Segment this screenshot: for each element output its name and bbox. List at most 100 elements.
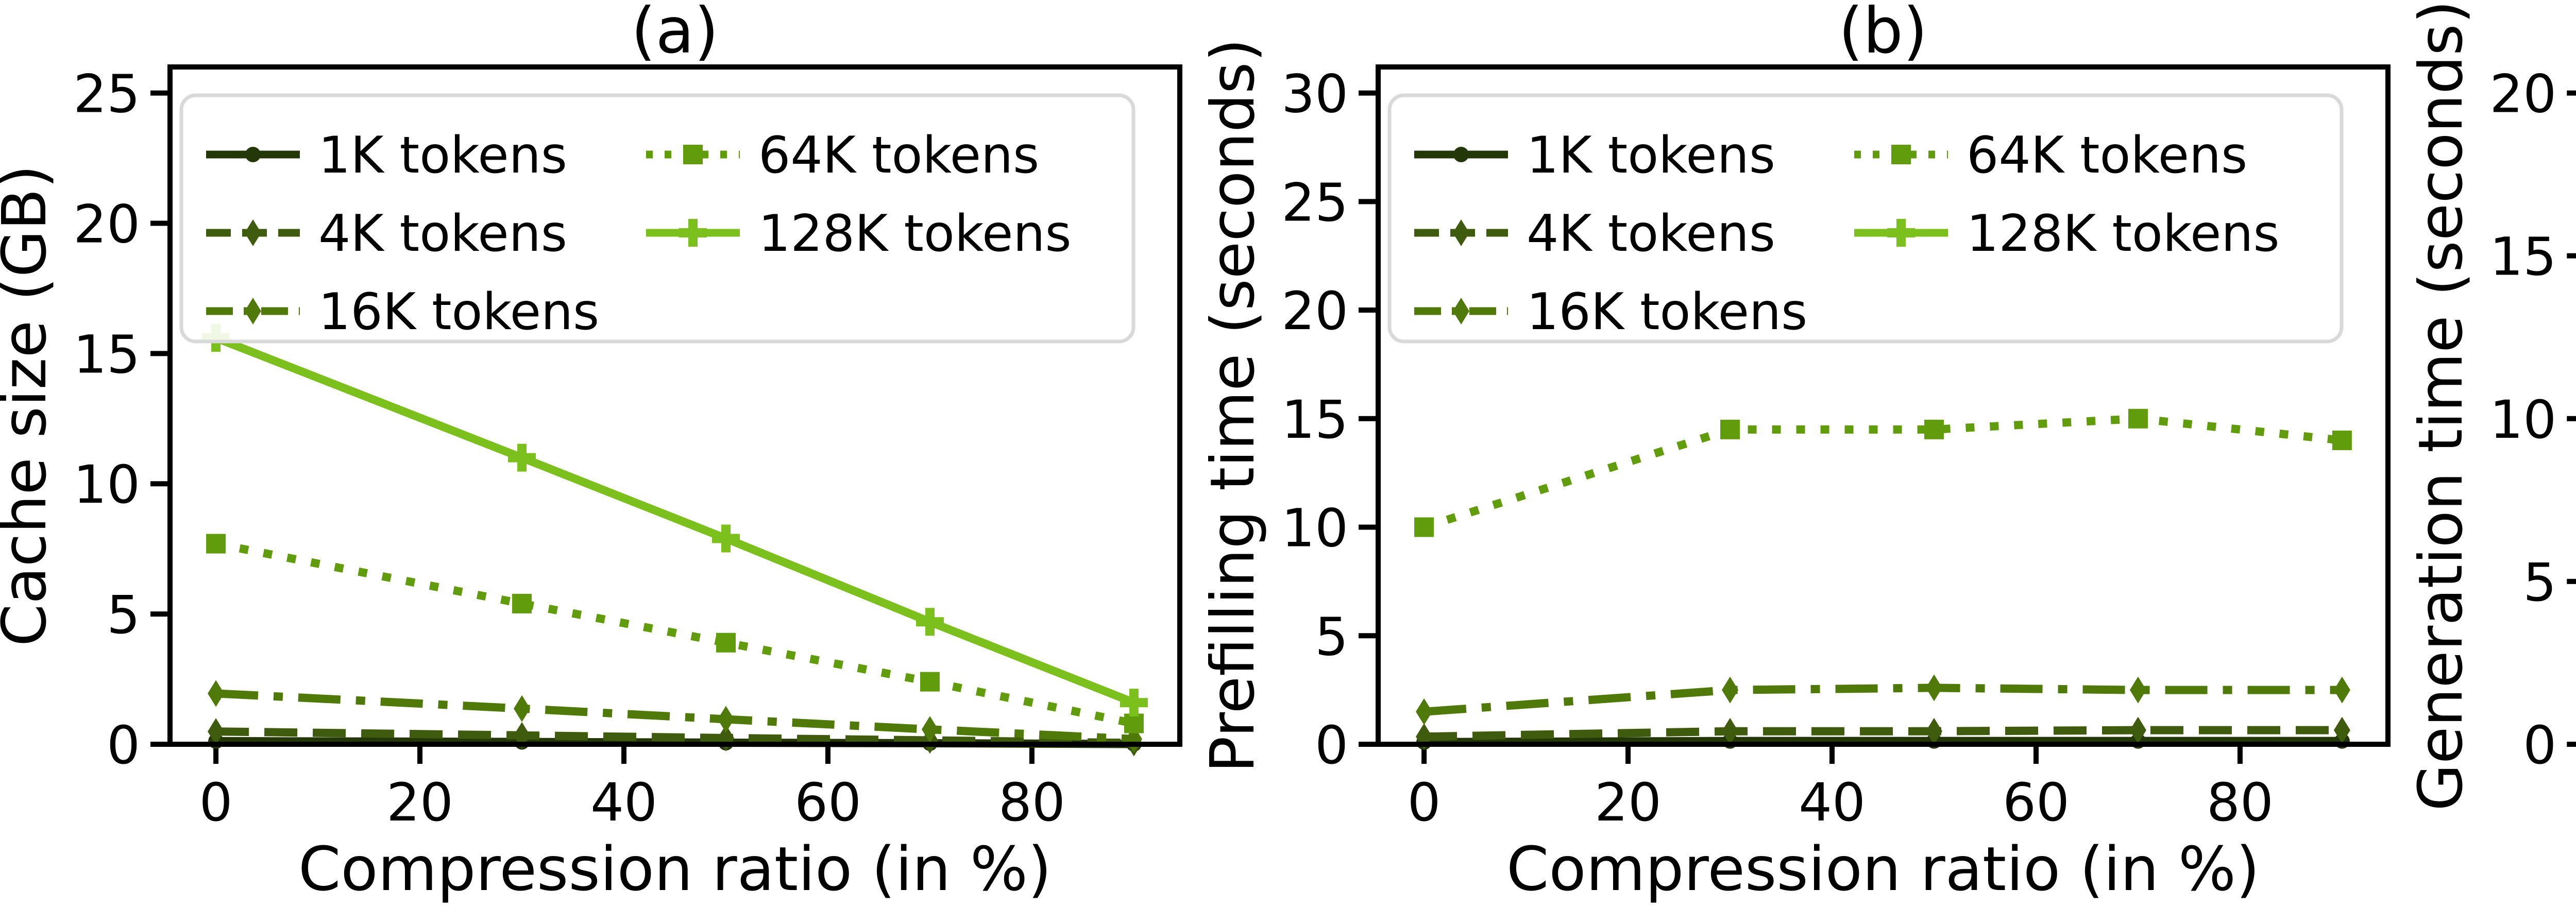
chart-b-canvas: (b) Compression ratio (in %) Prefilling ti… [1208, 0, 2391, 904]
series-marker-16k-tokens [921, 716, 938, 743]
x-tick-label: 0 [199, 772, 233, 833]
legend-sample-marker-128k-tokens [1887, 219, 1915, 247]
plot-area-border [1376, 64, 2391, 747]
legend-label: 64K tokens [1967, 126, 2247, 185]
legend-label: 4K tokens [318, 204, 567, 263]
legend-sample-marker-16k-tokens [1453, 298, 1469, 324]
legend-label: 64K tokens [758, 126, 1039, 185]
series-marker-64k-tokens [1124, 713, 1144, 733]
y-tick-label: 10 [1281, 498, 1348, 559]
y-tick-label: 20 [1281, 281, 1348, 342]
series-line-16k-tokens [215, 689, 1134, 743]
y-tick-label: 0 [107, 715, 140, 776]
x-axis-label: Compression ratio (in %) [298, 833, 1052, 904]
x-tick-label: 0 [1408, 772, 1441, 833]
legend-sample-marker-64k-tokens [1891, 145, 1911, 164]
y-tick-label: 20 [73, 194, 140, 255]
chart-panel-b: (b) Compression ratio (in %) Prefilling ti… [1208, 0, 2416, 906]
legend-box [1387, 93, 2344, 344]
series-marker-64k-tokens [2332, 430, 2352, 450]
plot-area-border [167, 64, 1182, 747]
y-tick-label: 0 [2523, 715, 2556, 776]
series-marker-4k-tokens [208, 718, 225, 745]
y-tick-label: 0 [1315, 715, 1348, 776]
chart-a-canvas: (a) Compression ratio (in %) Cache size (G… [0, 0, 1182, 904]
series-marker-16k-tokens [1722, 676, 1739, 704]
y-tick-label: 15 [73, 324, 140, 385]
series-line-64k-tokens [215, 539, 1135, 728]
series-marker-64k-tokens [1414, 517, 1434, 537]
x-axis-label: Compression ratio (in %) [1506, 833, 2260, 904]
y-axis-label: Cache size (GB) [0, 165, 60, 646]
series-marker-16k-tokens [2333, 676, 2350, 704]
y-tick-label: 10 [2489, 389, 2556, 451]
legend-label: 128K tokens [1967, 204, 2280, 263]
x-tick-label: 40 [1799, 772, 1866, 833]
y-tick-label: 25 [1281, 172, 1348, 233]
x-tick-label: 80 [998, 772, 1065, 833]
series-marker-16k-tokens [717, 706, 734, 733]
series-line-128k-tokens [214, 334, 1136, 707]
x-tick-label: 20 [386, 772, 453, 833]
y-tick-label: 5 [107, 585, 140, 646]
legend-label: 1K tokens [318, 126, 567, 185]
series-marker-16k-tokens [208, 680, 225, 707]
series-marker-128k-tokens [916, 608, 944, 636]
series-line-16k-tokens [1423, 683, 2342, 716]
legend-sample-marker-1k-tokens [245, 147, 261, 162]
legend-sample-marker-4k-tokens [245, 219, 261, 246]
legend-box [179, 93, 1136, 344]
series-marker-64k-tokens [206, 534, 226, 554]
legend-sample-marker-1k-tokens [1453, 147, 1469, 162]
legend-sample-marker-4k-tokens [1453, 219, 1469, 246]
series-line-4k-tokens [1423, 726, 2342, 741]
series-marker-16k-tokens [514, 695, 531, 722]
series-marker-64k-tokens [1924, 419, 1944, 439]
y-tick-label: 5 [2523, 552, 2556, 613]
legend-label: 16K tokens [1527, 283, 1807, 341]
legend-label: 16K tokens [318, 283, 599, 341]
legend-sample-marker-16k-tokens [245, 298, 261, 324]
series-marker-64k-tokens [2128, 408, 2148, 429]
y-tick-label: 30 [1281, 64, 1348, 125]
series-marker-64k-tokens [920, 672, 940, 692]
legend-label: 1K tokens [1527, 126, 1775, 185]
x-tick-label: 40 [590, 772, 657, 833]
x-tick-label: 60 [794, 772, 861, 833]
y-tick-label: 15 [2489, 227, 2556, 288]
legend-label: 128K tokens [758, 204, 1072, 263]
series-marker-4k-tokens [1925, 717, 1942, 745]
x-tick-label: 60 [2003, 772, 2070, 833]
series-marker-64k-tokens [512, 593, 532, 613]
series-marker-128k-tokens [508, 443, 536, 472]
series-marker-16k-tokens [1925, 674, 1942, 702]
y-tick-label: 5 [1315, 606, 1348, 668]
y-tick-label: 10 [73, 454, 140, 516]
y-axis-label: Prefilling time (seconds) [1208, 39, 1268, 773]
series-line-64k-tokens [1422, 414, 2343, 532]
legend-label: 4K tokens [1527, 204, 1775, 263]
series-marker-4k-tokens [1722, 717, 1739, 745]
chart-title: (a) [631, 0, 719, 67]
chart-title: (b) [1839, 0, 1928, 67]
series-marker-16k-tokens [1416, 698, 1433, 725]
series-marker-128k-tokens [1120, 689, 1148, 717]
y-tick-label: 15 [1281, 389, 1348, 451]
y-tick-label: 20 [2489, 64, 2556, 125]
legend-sample-marker-128k-tokens [679, 219, 707, 247]
series-marker-16k-tokens [2129, 676, 2146, 704]
chart-panel-a: (a) Compression ratio (in %) Cache size (G… [0, 0, 1208, 906]
series-marker-128k-tokens [711, 524, 740, 553]
series-marker-64k-tokens [716, 633, 736, 653]
y-tick-label: 25 [73, 64, 140, 125]
series-marker-4k-tokens [2129, 716, 2146, 744]
x-tick-label: 20 [1595, 772, 1662, 833]
x-tick-label: 80 [2207, 772, 2274, 833]
legend-sample-marker-64k-tokens [683, 145, 703, 164]
y-axis-label: Generation time (seconds) [2416, 0, 2476, 811]
series-marker-4k-tokens [2333, 716, 2350, 744]
chart-panel-c: (c)Compression ratio (in %)Generation ti… [2416, 0, 2576, 906]
chart-c-canvas: (c)Compression ratio (in %)Generation ti… [2416, 0, 2576, 811]
series-marker-64k-tokens [1720, 419, 1740, 439]
